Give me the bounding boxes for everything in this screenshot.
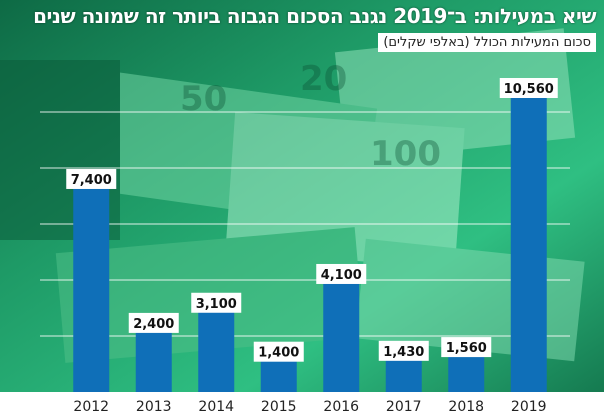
svg-text:20: 20: [300, 59, 347, 99]
x-tick-label-2019: 2019: [511, 399, 547, 415]
x-tick-label-2012: 2012: [73, 399, 109, 415]
svg-text:100: 100: [370, 134, 441, 174]
data-label-2019: 10,560: [504, 82, 554, 97]
x-tick-label-2016: 2016: [323, 399, 359, 415]
data-label-bg-2013: [128, 312, 179, 333]
x-tick-label-2013: 2013: [136, 399, 172, 415]
bar-2012: [73, 178, 110, 392]
data-label-bg-2019: [499, 78, 558, 98]
headline: שיא במעילות: ב־2019 נגנב הסכום הגבוה ביו…: [33, 4, 596, 28]
data-label-2014: 3,100: [196, 297, 237, 312]
data-label-2012: 7,400: [71, 173, 112, 188]
data-label-2018: 1,560: [446, 341, 487, 356]
x-tick-label-2018: 2018: [448, 399, 484, 415]
x-tick-label-2015: 2015: [261, 399, 297, 415]
data-label-bg-2018: [441, 337, 492, 358]
data-label-bg-2012: [66, 168, 117, 189]
bar-2019: [510, 88, 547, 392]
data-label-bg-2014: [191, 292, 242, 313]
data-label-2017: 1,430: [383, 345, 424, 360]
x-tick-label-2017: 2017: [386, 399, 422, 415]
data-label-2015: 1,400: [258, 346, 299, 361]
bar-2016: [323, 273, 360, 392]
data-label-bg-2017: [378, 340, 429, 361]
data-label-2013: 2,400: [133, 317, 174, 332]
x-axis-strip: [0, 392, 604, 417]
x-tick-label-2014: 2014: [198, 399, 234, 415]
bar-2014: [198, 302, 235, 392]
data-label-bg-2016: [316, 263, 367, 284]
data-label-2016: 4,100: [321, 268, 362, 283]
subtitle: סכום המעילות הכולל (באלפי שקלים): [378, 33, 596, 52]
data-label-bg-2015: [253, 341, 304, 362]
bar-2013: [135, 322, 172, 392]
